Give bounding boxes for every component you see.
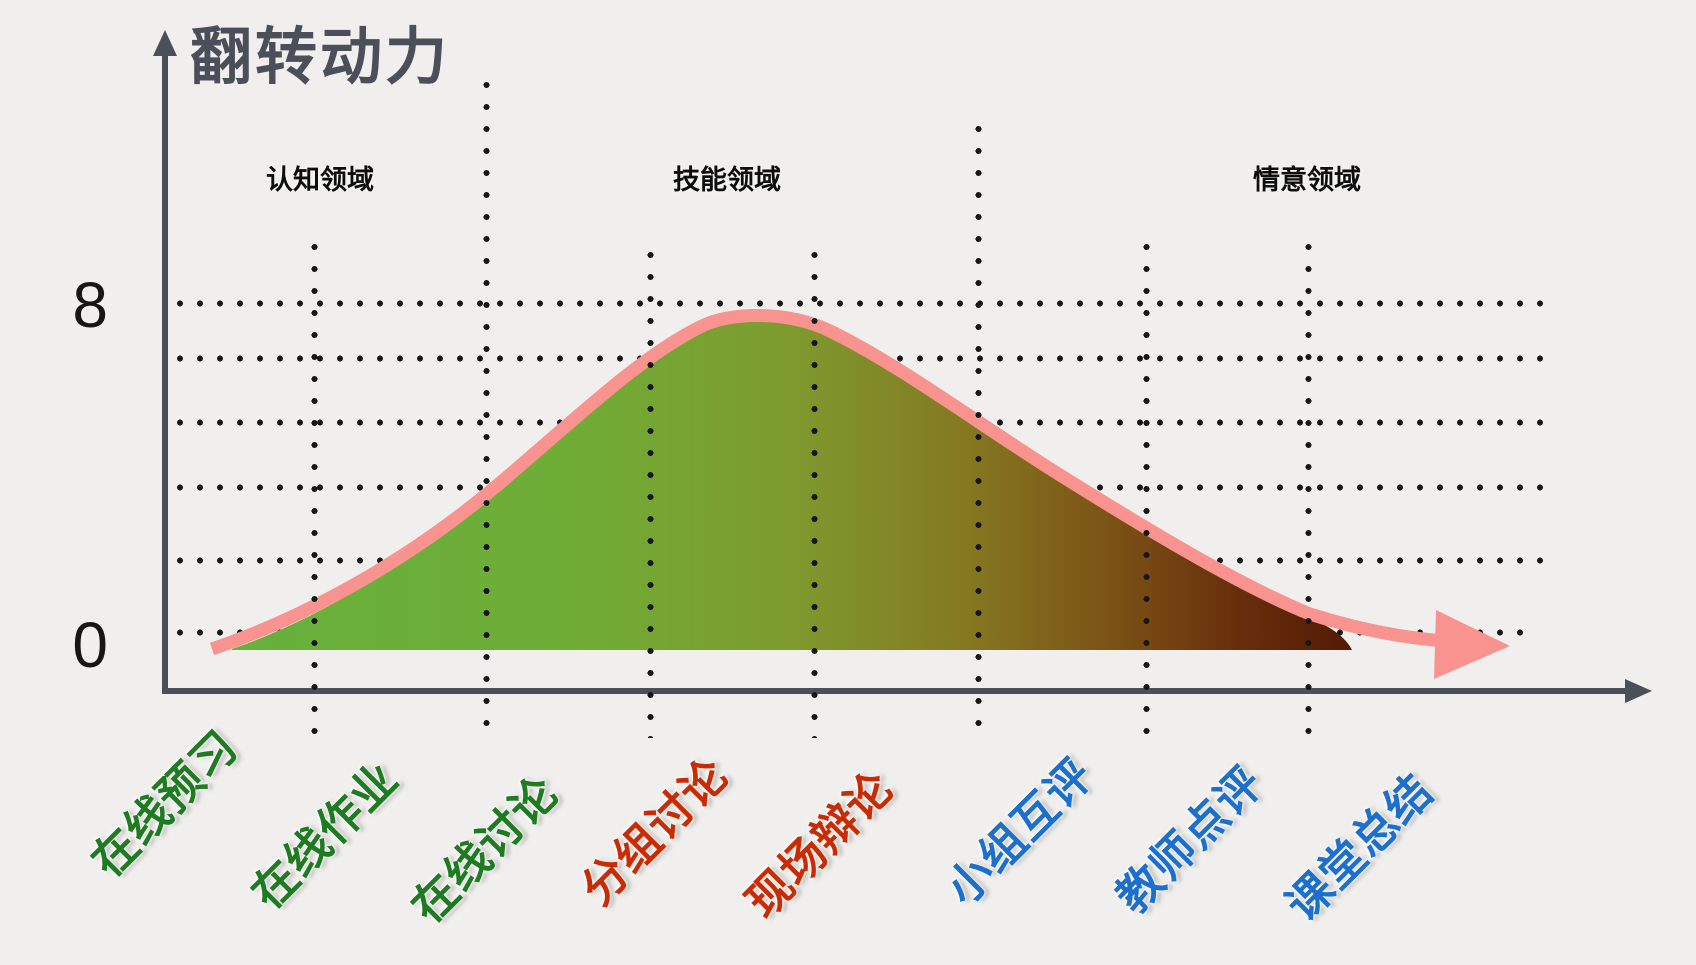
dotted-gridline-column (310, 236, 318, 738)
dotted-gridline-column (482, 74, 490, 738)
dotted-gridline-column (1304, 236, 1312, 738)
bell-curve-stroke (209, 309, 1446, 656)
y-axis-arrowhead (153, 30, 177, 56)
x-axis-arrowhead (1625, 679, 1652, 703)
dotted-gridline-column (646, 244, 654, 738)
dotted-gridline-column (810, 244, 818, 738)
curve-arrowhead-icon (1434, 610, 1510, 679)
dotted-gridline-row (170, 299, 1550, 307)
bell-curve-fill (232, 318, 1352, 650)
dotted-gridline-column (1142, 236, 1150, 738)
dotted-gridline-column (974, 118, 982, 738)
